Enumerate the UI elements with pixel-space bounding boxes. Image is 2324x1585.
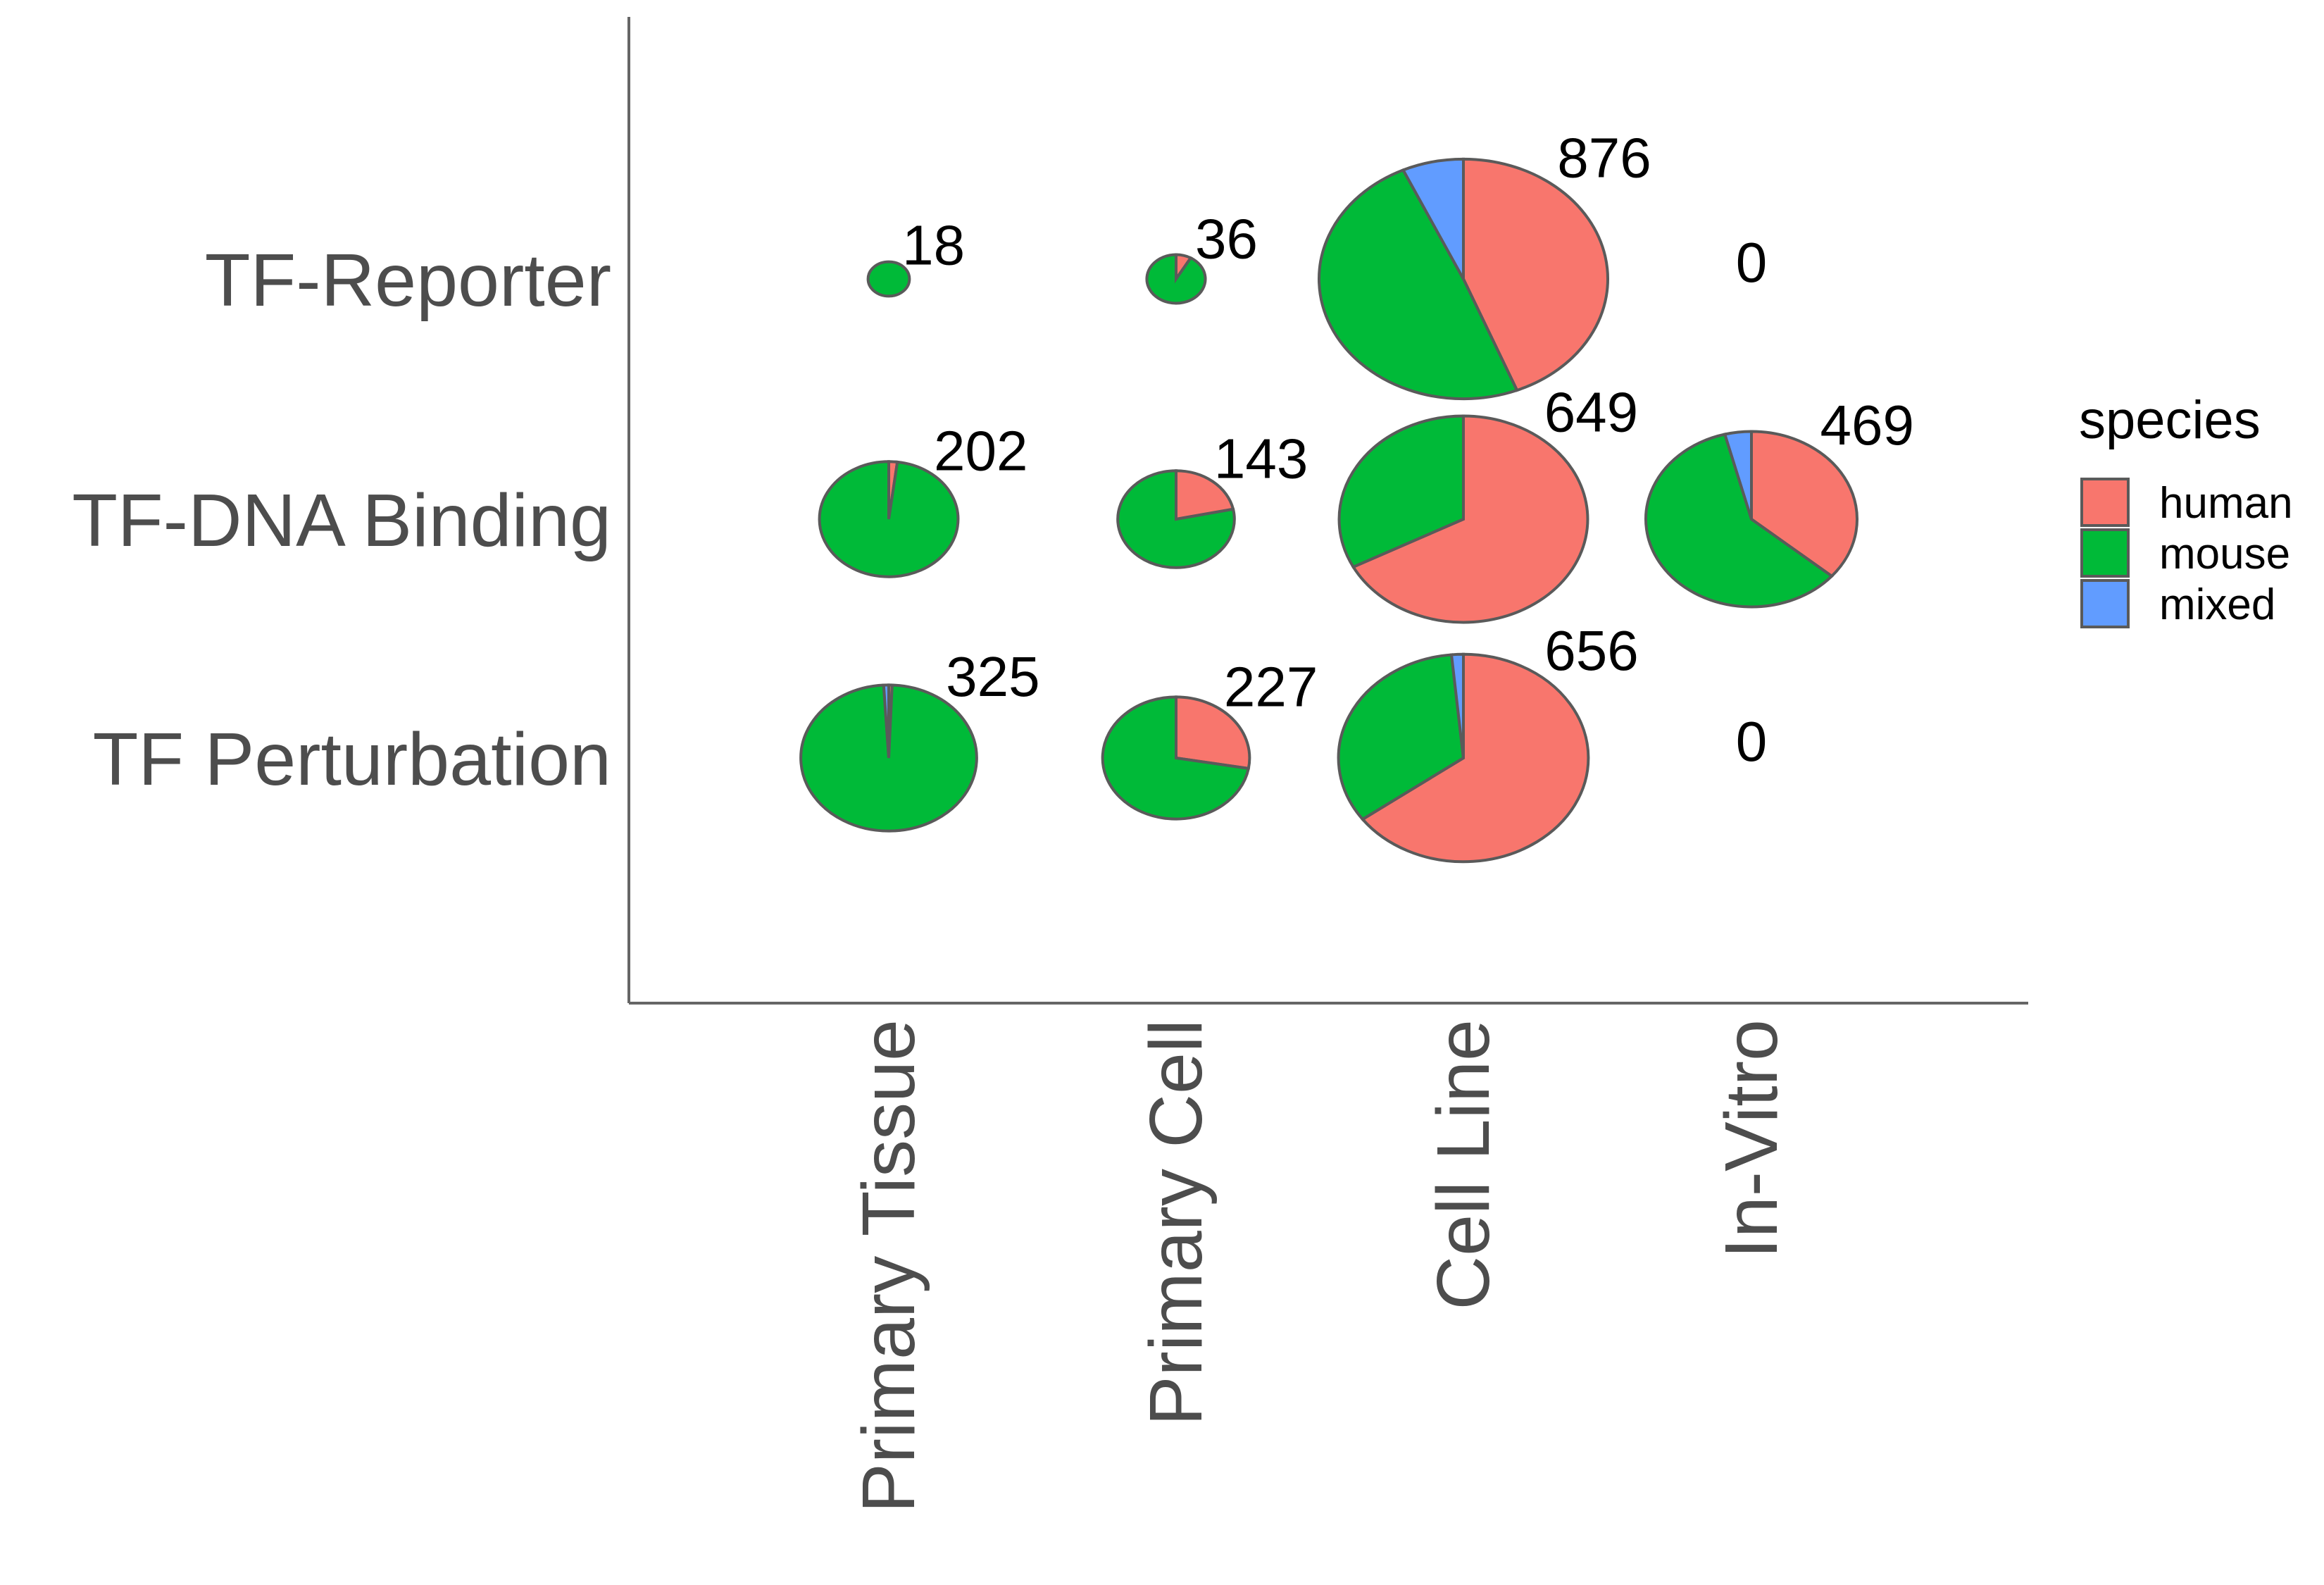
pie-tf-dna-binding-primary-cell bbox=[1116, 469, 1236, 569]
x-tick-cell-line: Cell Line bbox=[1422, 1019, 1505, 1310]
x-tick-labels: Primary Tissue Primary Cell Cell Line In-Vi… bbox=[847, 1019, 1793, 1513]
slice-tf-reporter-cell-line-mouse bbox=[1318, 168, 1519, 401]
pie-tf-dna-binding-cell-line bbox=[1337, 414, 1589, 624]
count-label-tf-dna-binding-cell-line: 649 bbox=[1544, 381, 1638, 444]
slice-tf-dna-binding-in-vitro-mouse bbox=[1644, 433, 1835, 609]
x-tick-in-vitro: In-Vitro bbox=[1710, 1019, 1793, 1259]
pie-tf-reporter-cell-line bbox=[1318, 157, 1609, 401]
slice-tf-dna-binding-in-vitro-mixed bbox=[1723, 430, 1753, 520]
slice-tf-dna-binding-primary-cell-human bbox=[1175, 469, 1235, 521]
pie-tf-reporter-primary-cell bbox=[1145, 253, 1207, 305]
y-tick-labels: TF-Reporter TF-DNA Binding TF Perturbation bbox=[72, 239, 611, 801]
count-label-tf-dna-binding-primary-cell: 143 bbox=[1214, 428, 1308, 490]
pie-markers bbox=[799, 157, 1858, 864]
x-tick-primary-tissue: Primary Tissue bbox=[847, 1019, 930, 1513]
pie-tf-dna-binding-primary-tissue bbox=[818, 460, 960, 578]
legend-title: species bbox=[2079, 390, 2261, 450]
legend-key-human bbox=[2080, 478, 2130, 527]
slice-tf-perturbation-cell-line-mouse bbox=[1337, 653, 1466, 821]
slice-tf-perturbation-primary-tissue-mixed bbox=[882, 683, 890, 759]
slice-tf-perturbation-cell-line-human bbox=[1360, 652, 1590, 864]
slice-tf-perturbation-cell-line-mixed bbox=[1449, 652, 1465, 759]
slice-tf-reporter-cell-line-human bbox=[1462, 157, 1609, 392]
count-label-tf-dna-binding-in-vitro: 469 bbox=[1820, 394, 1913, 456]
legend-label-mixed: mixed bbox=[2159, 580, 2275, 629]
count-labels: 18 36 876 0 202 143 649 469 325 227 656 0 bbox=[902, 126, 1914, 773]
slice-tf-dna-binding-primary-tissue-mouse bbox=[818, 460, 960, 578]
count-label-tf-reporter-primary-cell: 36 bbox=[1195, 208, 1258, 271]
legend-key-mouse bbox=[2080, 528, 2130, 578]
count-label-tf-reporter-in-vitro: 0 bbox=[1736, 231, 1768, 294]
count-label-tf-dna-binding-primary-tissue: 202 bbox=[934, 420, 1027, 483]
count-label-tf-perturbation-cell-line: 656 bbox=[1544, 619, 1638, 682]
pie-tf-perturbation-primary-tissue bbox=[799, 683, 978, 833]
y-tick-tf-reporter: TF-Reporter bbox=[205, 239, 611, 322]
slice-tf-reporter-cell-line-mixed bbox=[1401, 157, 1465, 280]
count-label-tf-perturbation-primary-tissue: 325 bbox=[946, 645, 1039, 708]
pie-tf-reporter-primary-tissue bbox=[866, 260, 911, 298]
y-tick-tf-perturbation: TF Perturbation bbox=[93, 718, 611, 801]
slice-tf-reporter-primary-tissue-mouse bbox=[866, 260, 911, 298]
slice-tf-perturbation-primary-cell-mouse bbox=[1101, 695, 1251, 821]
slice-tf-perturbation-primary-cell-human bbox=[1175, 695, 1251, 771]
slice-tf-dna-binding-primary-cell-mouse bbox=[1116, 469, 1236, 569]
legend-key-mixed bbox=[2080, 579, 2130, 628]
slice-tf-dna-binding-cell-line-mouse bbox=[1337, 414, 1465, 569]
count-label-tf-reporter-primary-tissue: 18 bbox=[902, 213, 965, 276]
pie-tf-perturbation-primary-cell bbox=[1101, 695, 1251, 821]
y-tick-tf-dna-binding: TF-DNA Binding bbox=[72, 479, 611, 562]
legend-label-mouse: mouse bbox=[2159, 530, 2290, 578]
count-label-tf-perturbation-primary-cell: 227 bbox=[1224, 655, 1318, 718]
slice-tf-reporter-primary-cell-mouse bbox=[1145, 253, 1207, 305]
x-tick-primary-cell: Primary Cell bbox=[1135, 1019, 1218, 1426]
count-label-tf-perturbation-in-vitro: 0 bbox=[1736, 710, 1768, 773]
pie-tf-perturbation-cell-line bbox=[1337, 652, 1590, 864]
axes bbox=[627, 17, 2028, 1005]
slice-tf-dna-binding-in-vitro-human bbox=[1750, 430, 1858, 578]
legend-label-human: human bbox=[2159, 479, 2293, 528]
pie-tf-dna-binding-in-vitro bbox=[1644, 430, 1858, 609]
slice-tf-dna-binding-cell-line-human bbox=[1351, 414, 1589, 624]
count-label-tf-reporter-cell-line: 876 bbox=[1557, 126, 1651, 189]
